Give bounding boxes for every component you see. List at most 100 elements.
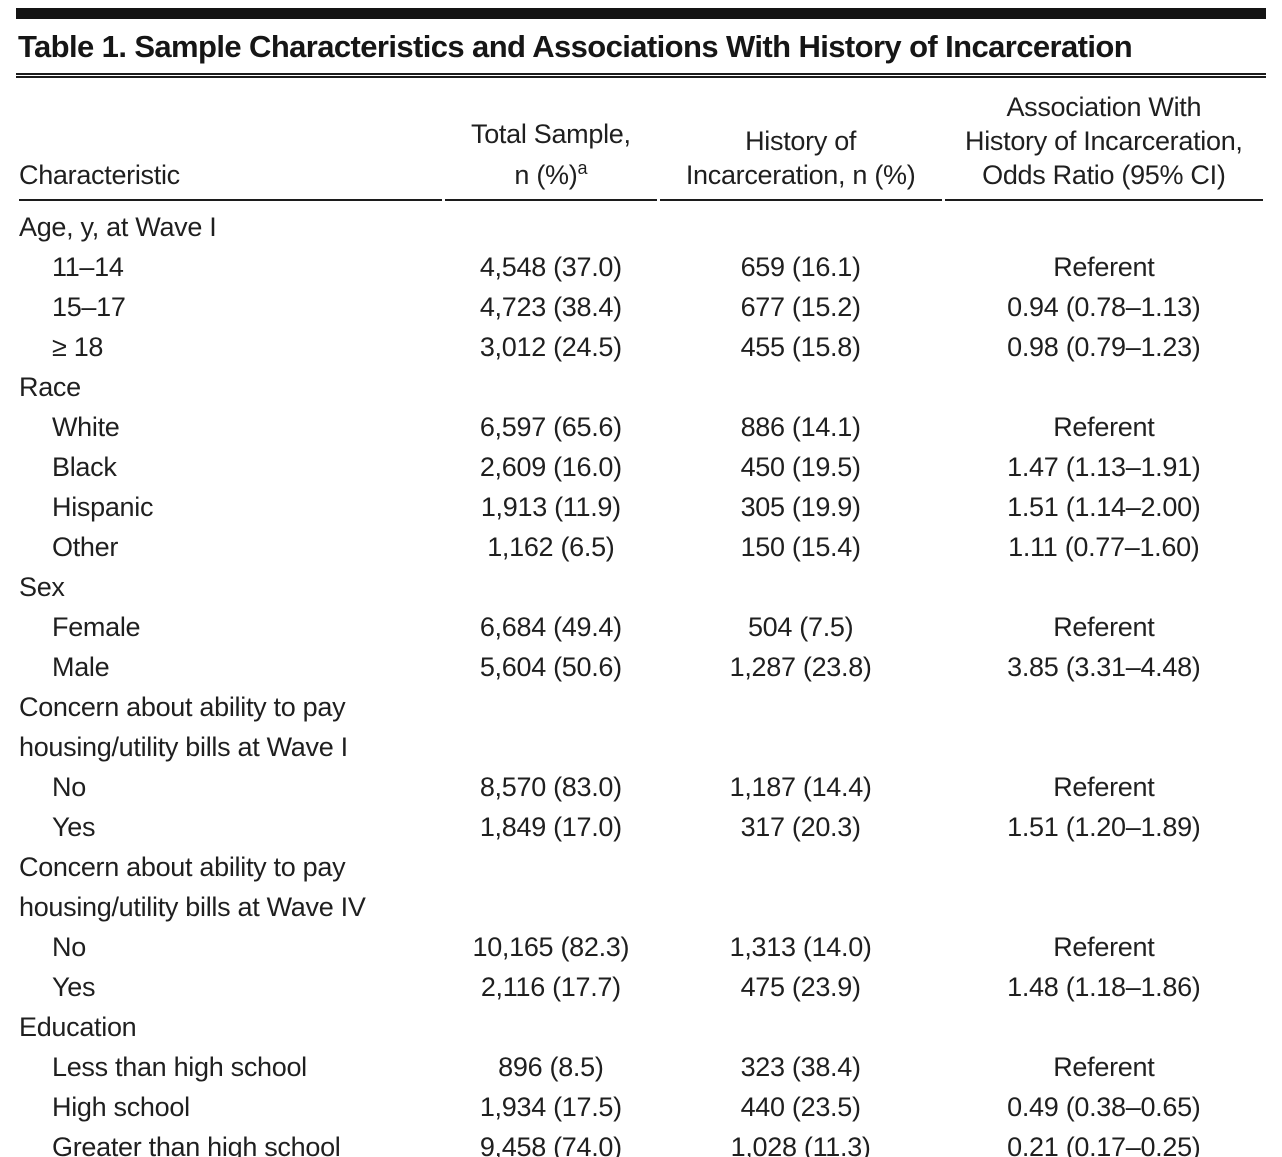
odds-ratio-cell: Referent (1053, 412, 1155, 442)
history-incarceration-cell: 1,287 (23.8) (729, 652, 872, 682)
data-row: Other 1,162 (6.5) 150 (15.4) 1.11 (0.77–1.6… (19, 527, 1263, 567)
characteristic-label: Black (52, 452, 117, 482)
history-incarceration-cell: 305 (19.9) (740, 492, 861, 522)
history-incarceration-cell: 317 (20.3) (740, 812, 861, 842)
characteristic-label: Female (52, 612, 141, 642)
history-incarceration-cell: 677 (15.2) (740, 292, 861, 322)
history-incarceration-cell: 150 (15.4) (740, 532, 861, 562)
characteristic-label: High school (52, 1092, 190, 1122)
history-incarceration-cell: 886 (14.1) (740, 412, 861, 442)
data-row: 11–14 4,548 (37.0) 659 (16.1) Referent (19, 247, 1263, 287)
total-sample-cell (445, 1007, 657, 1047)
total-sample-cell: 896 (8.5) (498, 1052, 604, 1082)
odds-ratio-cell: 0.98 (0.79–1.23) (1007, 332, 1201, 362)
characteristic-label: No (52, 932, 86, 962)
table-body: Age, y, at Wave I 11–14 4,548 (37.0) 659 (1… (19, 201, 1263, 1157)
history-incarceration-cell: 1,313 (14.0) (729, 932, 872, 962)
data-row: Less than high school 896 (8.5) 323 (38.4)… (19, 1047, 1263, 1087)
history-incarceration-cell: 455 (15.8) (740, 332, 861, 362)
section-row: Race (19, 367, 1263, 407)
odds-ratio-cell: Referent (1053, 1052, 1155, 1082)
characteristic-label: No (52, 772, 86, 802)
odds-ratio-cell: 3.85 (3.31–4.48) (1007, 652, 1201, 682)
characteristic-label: Age, y, at Wave I (19, 212, 217, 242)
total-sample-cell (445, 367, 657, 407)
history-incarceration-cell: 1,028 (11.3) (730, 1132, 871, 1157)
odds-ratio-cell (945, 567, 1263, 607)
characteristic-label: White (52, 412, 120, 442)
total-sample-cell: 2,609 (16.0) (479, 452, 622, 482)
history-incarceration-cell (660, 367, 942, 407)
odds-ratio-cell: Referent (1053, 932, 1155, 962)
section-row: Age, y, at Wave I (19, 201, 1263, 247)
col-header-characteristic: Characteristic (19, 80, 443, 201)
total-sample-cell: 8,570 (83.0) (479, 772, 622, 802)
table-title: Table 1. Sample Characteristics and Asso… (18, 29, 1133, 64)
data-row: White 6,597 (65.6) 886 (14.1) Referent (19, 407, 1263, 447)
history-incarceration-cell (660, 847, 942, 927)
data-row: Yes 2,116 (17.7) 475 (23.9) 1.48 (1.18–1.86… (19, 967, 1263, 1007)
title-divider-rule (16, 73, 1266, 78)
odds-ratio-cell: Referent (1053, 612, 1155, 642)
total-sample-cell: 1,913 (11.9) (480, 492, 621, 522)
characteristic-label: Other (52, 532, 119, 562)
section-row: Education (19, 1007, 1263, 1047)
history-incarceration-cell (660, 567, 942, 607)
total-sample-cell (445, 687, 657, 767)
history-incarceration-cell: 440 (23.5) (740, 1092, 861, 1122)
odds-ratio-cell (945, 367, 1263, 407)
total-sample-cell: 1,162 (6.5) (487, 532, 615, 562)
odds-ratio-cell: Referent (1053, 252, 1155, 282)
total-sample-cell: 1,934 (17.5) (479, 1092, 622, 1122)
odds-ratio-cell: 1.51 (1.20–1.89) (1007, 812, 1201, 842)
data-row: Greater than high school 9,458 (74.0) 1,02… (19, 1127, 1263, 1157)
characteristic-label: 11–14 (52, 252, 124, 282)
odds-ratio-cell: 0.49 (0.38–0.65) (1007, 1092, 1201, 1122)
col-header-odds-ratio: Association With History of Incarceratio… (944, 80, 1263, 201)
data-row: Black 2,609 (16.0) 450 (19.5) 1.47 (1.13–1.… (19, 447, 1263, 487)
data-row: High school 1,934 (17.5) 440 (23.5) 0.49 (0… (19, 1087, 1263, 1127)
odds-ratio-cell (945, 1007, 1263, 1047)
odds-ratio-cell: 1.11 (0.77–1.60) (1008, 532, 1200, 562)
data-row: Yes 1,849 (17.0) 317 (20.3) 1.51 (1.20–1.89… (19, 807, 1263, 847)
total-sample-cell: 4,548 (37.0) (479, 252, 622, 282)
total-sample-cell: 3,012 (24.5) (479, 332, 622, 362)
odds-ratio-cell: Referent (1053, 772, 1155, 802)
section-row: Concern about ability to pay housing/uti… (19, 847, 1263, 927)
data-row: No 8,570 (83.0) 1,187 (14.4) Referent (19, 767, 1263, 807)
characteristic-label: ≥ 18 (52, 332, 104, 362)
table-header: Characteristic Total Sample, n (%)a Histo… (19, 80, 1263, 201)
characteristic-label: Hispanic (52, 492, 154, 522)
history-incarceration-cell (660, 687, 942, 767)
total-sample-cell (445, 201, 657, 247)
characteristic-label: Sex (19, 572, 65, 602)
top-rule-bar (16, 8, 1266, 19)
total-sample-cell: 2,116 (17.7) (480, 972, 621, 1002)
history-incarceration-cell: 1,187 (14.4) (729, 772, 872, 802)
history-incarceration-cell: 504 (7.5) (747, 612, 854, 642)
data-row: No 10,165 (82.3) 1,313 (14.0) Referent (19, 927, 1263, 967)
total-sample-cell: 5,604 (50.6) (479, 652, 622, 682)
data-row: Female 6,684 (49.4) 504 (7.5) Referent (19, 607, 1263, 647)
sample-characteristics-table: Characteristic Total Sample, n (%)a Histo… (16, 80, 1266, 1157)
odds-ratio-cell: 1.48 (1.18–1.86) (1007, 972, 1201, 1002)
odds-ratio-cell: 1.47 (1.13–1.91) (1007, 452, 1201, 482)
odds-ratio-cell (945, 687, 1263, 767)
history-incarceration-cell: 475 (23.9) (740, 972, 861, 1002)
header-row: Characteristic Total Sample, n (%)a Histo… (19, 80, 1263, 201)
data-row: 15–17 4,723 (38.4) 677 (15.2) 0.94 (0.78–1.… (19, 287, 1263, 327)
data-row: ≥ 18 3,012 (24.5) 455 (15.8) 0.98 (0.79–1.2… (19, 327, 1263, 367)
history-incarceration-cell: 323 (38.4) (740, 1052, 861, 1082)
history-incarceration-cell (660, 201, 942, 247)
characteristic-label: Concern about ability to pay housing/uti… (19, 852, 366, 922)
characteristic-label: Yes (52, 812, 96, 842)
odds-ratio-cell: 0.21 (0.17–0.25) (1007, 1132, 1201, 1157)
data-row: Hispanic 1,913 (11.9) 305 (19.9) 1.51 (1.14… (19, 487, 1263, 527)
characteristic-label: 15–17 (52, 292, 126, 322)
odds-ratio-cell (945, 201, 1263, 247)
total-sample-cell: 4,723 (38.4) (479, 292, 622, 322)
col-header-history-incarceration: History of Incarceration, n (%) (659, 80, 942, 201)
characteristic-label: Concern about ability to pay housing/uti… (19, 692, 348, 762)
total-sample-cell: 6,597 (65.6) (479, 412, 622, 442)
